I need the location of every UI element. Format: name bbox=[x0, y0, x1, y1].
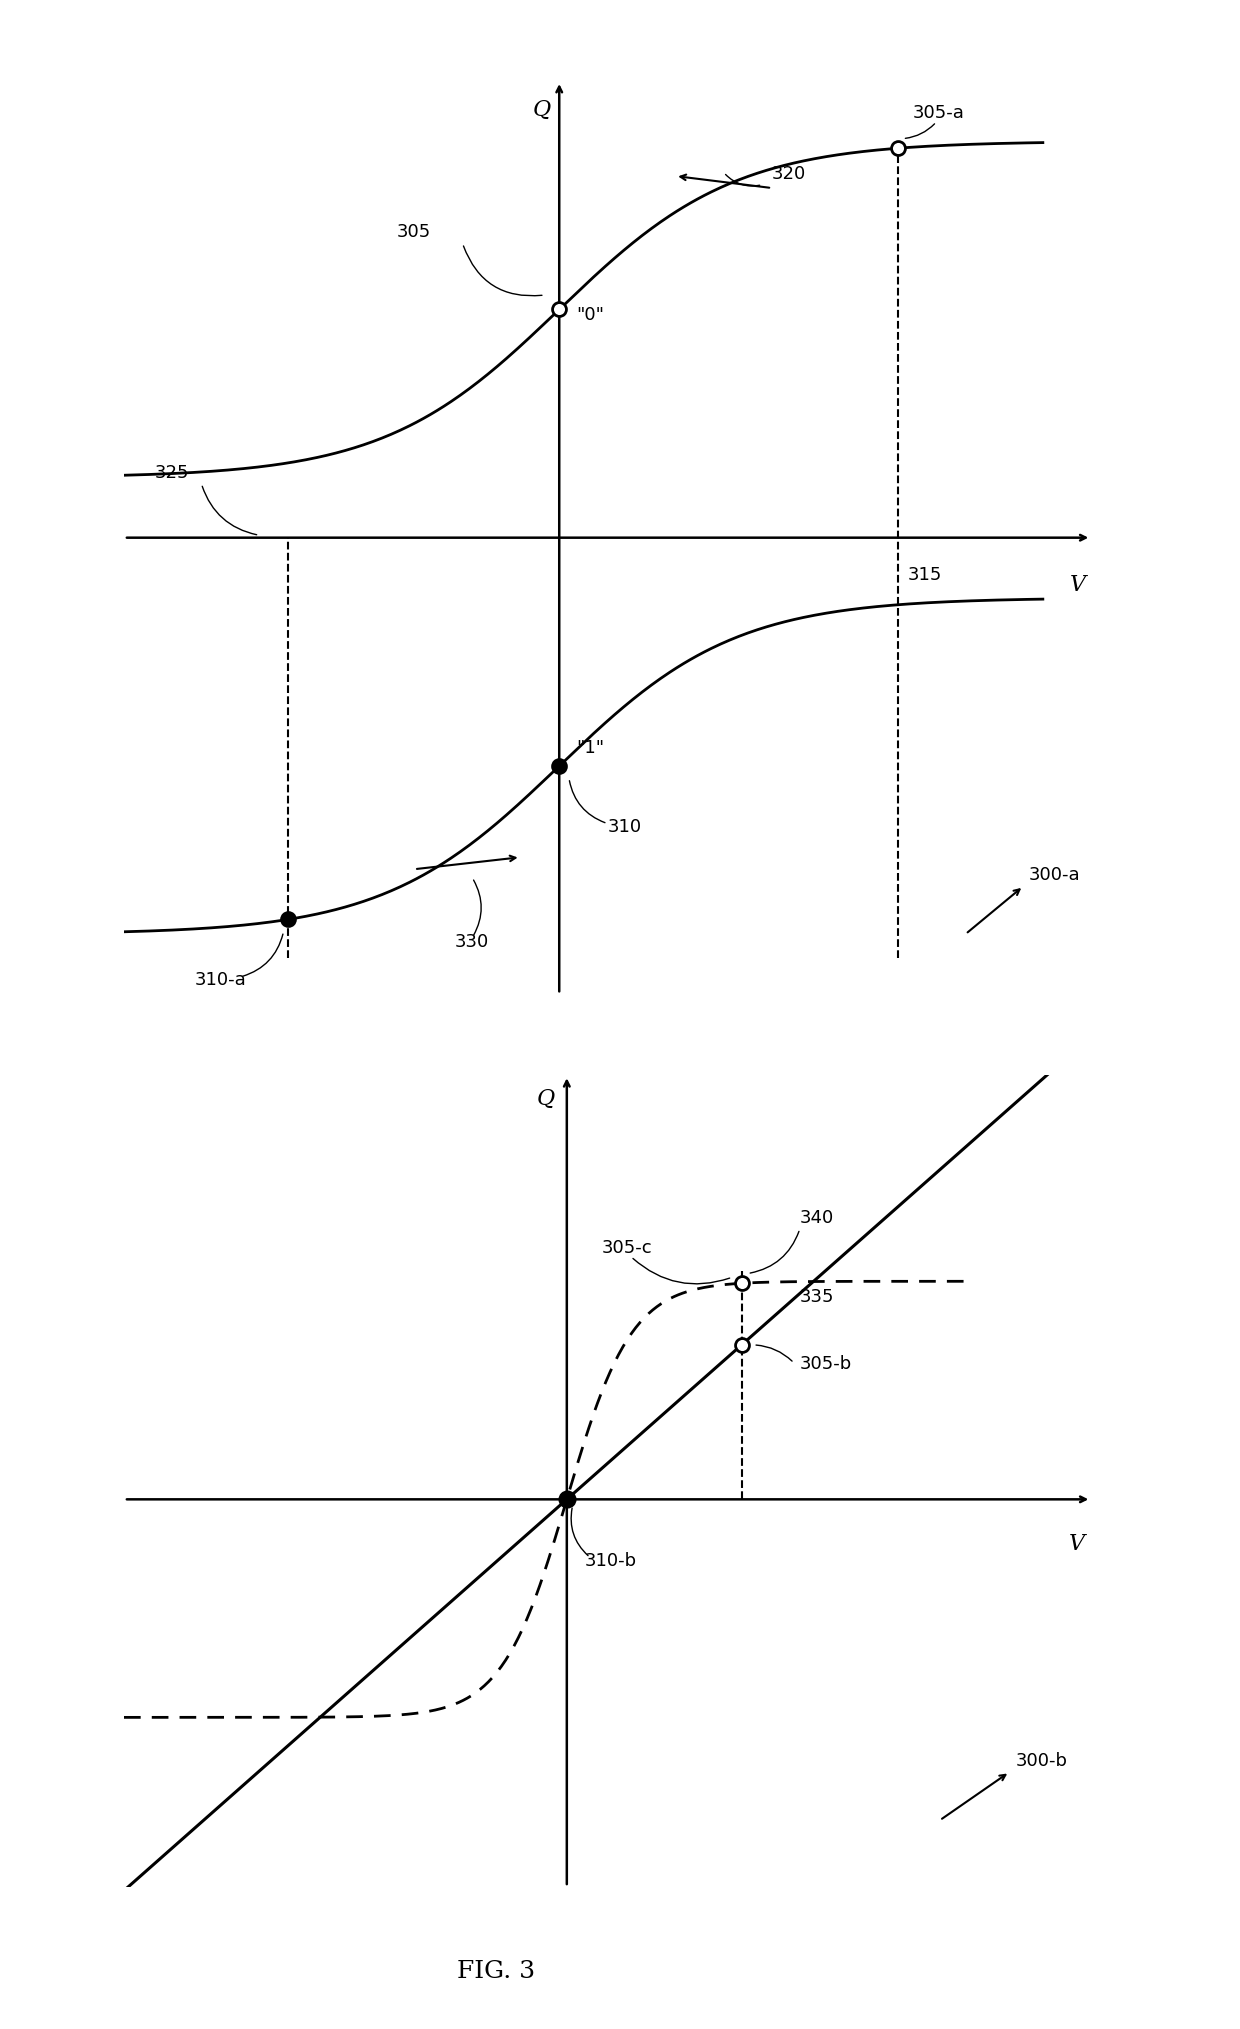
Text: 305-c: 305-c bbox=[601, 1240, 652, 1258]
Text: 325: 325 bbox=[155, 463, 190, 481]
Text: 320: 320 bbox=[773, 164, 806, 183]
Text: 315: 315 bbox=[908, 566, 942, 584]
Text: V: V bbox=[1070, 574, 1086, 597]
Text: 305-a: 305-a bbox=[913, 103, 965, 122]
Text: 310-a: 310-a bbox=[195, 972, 247, 990]
Text: 335: 335 bbox=[800, 1288, 835, 1307]
Text: "0": "0" bbox=[577, 306, 605, 325]
Text: Q: Q bbox=[533, 99, 551, 122]
Text: 300-a: 300-a bbox=[1028, 866, 1080, 885]
Text: 305-b: 305-b bbox=[800, 1355, 852, 1374]
Text: 305: 305 bbox=[397, 223, 432, 241]
Text: 330: 330 bbox=[455, 933, 490, 952]
Text: "1": "1" bbox=[577, 739, 605, 757]
Text: Q: Q bbox=[537, 1088, 556, 1110]
Text: 310-b: 310-b bbox=[584, 1552, 636, 1570]
Text: 340: 340 bbox=[800, 1209, 835, 1228]
Text: FIG. 3: FIG. 3 bbox=[456, 1960, 536, 1982]
Text: 300-b: 300-b bbox=[1016, 1751, 1068, 1769]
Text: V: V bbox=[1069, 1534, 1085, 1556]
Text: 310: 310 bbox=[608, 818, 642, 836]
